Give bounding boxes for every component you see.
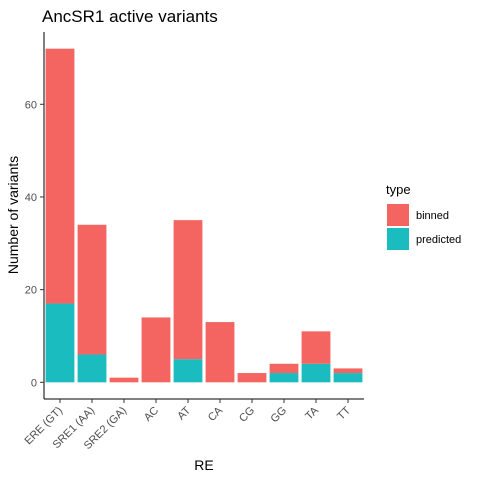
- bar-gg-predicted: [269, 373, 299, 383]
- bar-sre2-ga-binned: [109, 377, 139, 383]
- chart-title: AncSR1 active variants: [42, 7, 218, 26]
- x-tick-label: AT: [175, 404, 193, 422]
- x-tick-label: TA: [303, 404, 321, 422]
- y-tick-label: 40: [25, 192, 37, 204]
- bar-at-binned: [173, 220, 203, 360]
- y-tick-label: 60: [25, 99, 37, 111]
- legend: type binned predicted: [386, 182, 461, 250]
- bar-sre1-aa-binned: [77, 224, 107, 355]
- bar-cg-binned: [237, 373, 267, 383]
- bar-ta-binned: [301, 331, 331, 364]
- legend-swatch-binned: [387, 204, 409, 226]
- legend-label-predicted: predicted: [416, 234, 461, 246]
- bar-tt-predicted: [333, 373, 363, 383]
- y-axis-title: Number of variants: [5, 156, 21, 274]
- x-tick-label: GG: [269, 405, 290, 426]
- x-tick-label: AC: [142, 405, 161, 424]
- y-tick-label: 20: [25, 285, 37, 297]
- y-ticks-group: 0 20 40 60: [25, 99, 44, 389]
- x-axis-title: RE: [194, 457, 213, 473]
- legend-swatch-predicted: [387, 228, 409, 250]
- bar-ere-gt-predicted: [45, 303, 75, 383]
- bar-ac-binned: [141, 317, 171, 383]
- x-tick-label: CG: [237, 405, 257, 425]
- bar-at-predicted: [173, 359, 203, 383]
- bar-ere-gt-binned: [45, 48, 75, 304]
- bar-ca-binned: [205, 322, 235, 383]
- y-tick-label: 0: [31, 377, 37, 389]
- bar-sre1-aa-predicted: [77, 354, 107, 383]
- x-tick-label: TT: [335, 404, 353, 422]
- bar-gg-binned: [269, 363, 299, 374]
- legend-label-binned: binned: [416, 210, 449, 222]
- bar-tt-binned: [333, 368, 363, 374]
- x-tick-label: CA: [206, 404, 226, 424]
- bars-group: [45, 48, 363, 383]
- x-ticks-group: ERE (GT)SRE1 (AA)SRE2 (GA) AC AT CA CG GG TA TT: [22, 399, 353, 452]
- bar-ta-predicted: [301, 363, 331, 383]
- legend-title: type: [386, 182, 411, 197]
